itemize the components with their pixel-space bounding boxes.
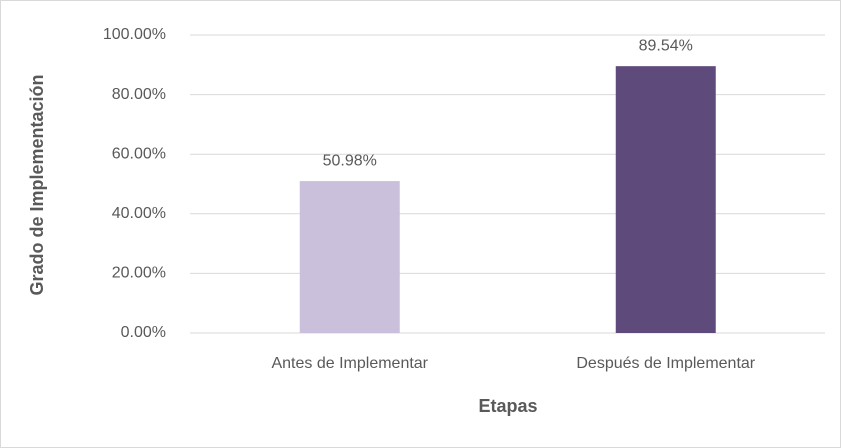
y-tick-label: 60.00% bbox=[112, 145, 166, 162]
y-tick-label: 20.00% bbox=[112, 265, 166, 282]
y-tick-label: 80.00% bbox=[112, 86, 166, 103]
y-axis-title: Grado de Implementación bbox=[27, 74, 47, 295]
y-tick-label: 0.00% bbox=[121, 324, 166, 341]
bar bbox=[299, 181, 400, 333]
x-tick-label: Antes de Implementar bbox=[271, 355, 428, 372]
data-label: 50.98% bbox=[323, 152, 377, 169]
x-axis-title: Etapas bbox=[478, 396, 537, 416]
x-tick-label: Después de Implementar bbox=[576, 355, 755, 372]
bar bbox=[615, 66, 716, 333]
data-label: 89.54% bbox=[639, 37, 693, 54]
y-tick-label: 40.00% bbox=[112, 205, 166, 222]
y-tick-label: 100.00% bbox=[103, 26, 166, 43]
